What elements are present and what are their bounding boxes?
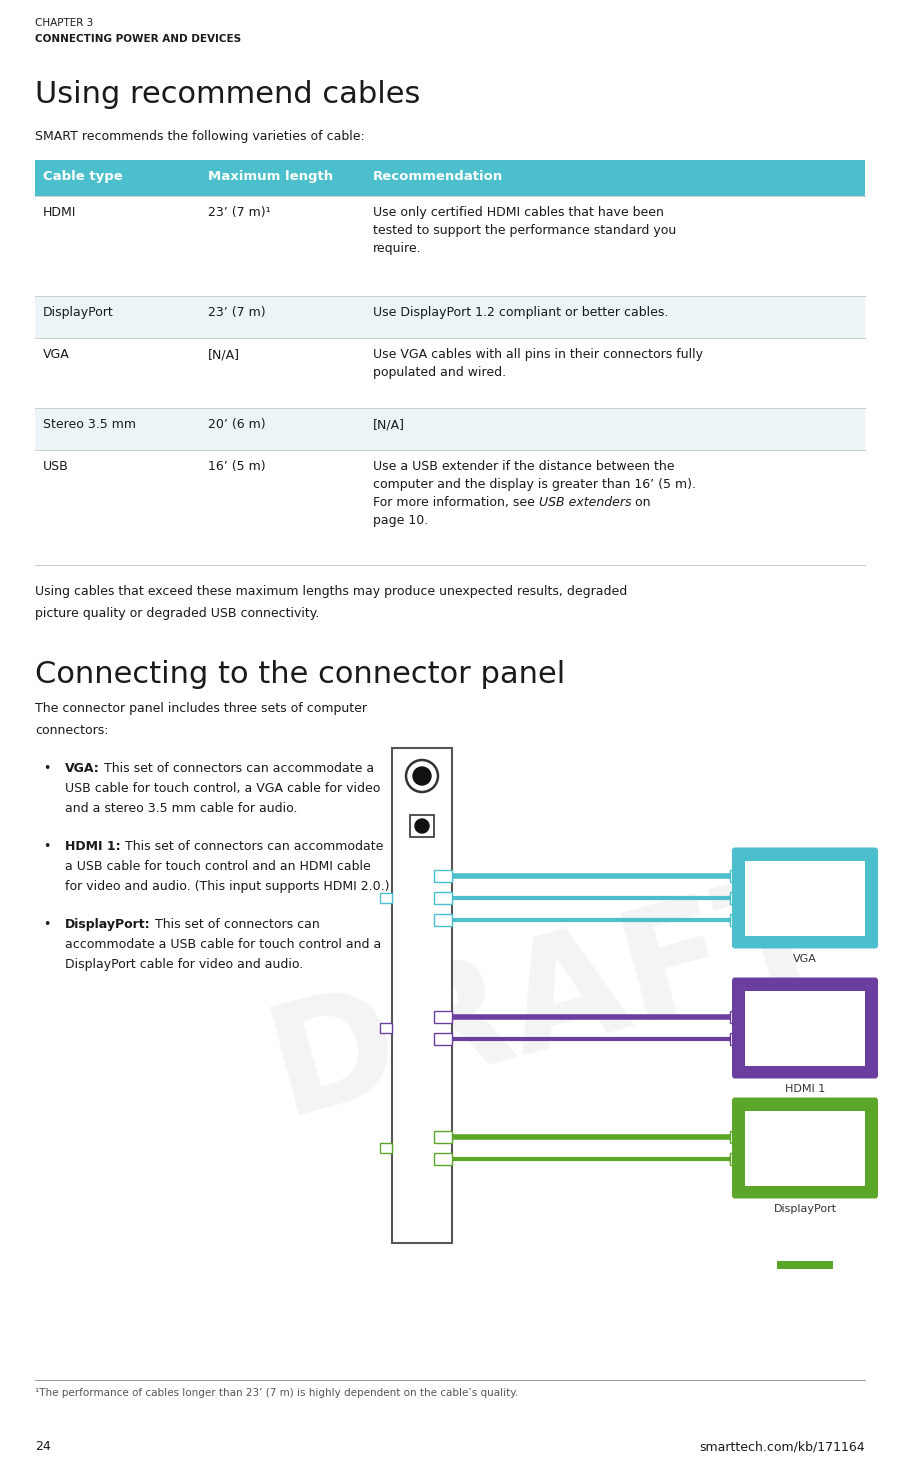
Bar	[380, 1144, 392, 1152]
Text: HDMI 1: HDMI 1	[785, 1083, 825, 1094]
Bar	[35, 409, 865, 450]
Text: tested to support the performance standard you: tested to support the performance standa…	[373, 223, 676, 237]
Text: USB: USB	[43, 460, 68, 473]
Bar	[434, 914, 452, 926]
Bar	[434, 1011, 452, 1023]
Text: [N/A]: [N/A]	[373, 417, 405, 431]
Bar	[730, 1130, 748, 1144]
Bar	[730, 1033, 748, 1045]
Text: DisplayPort cable for video and audio.: DisplayPort cable for video and audio.	[65, 958, 303, 972]
Text: For more information, see: For more information, see	[373, 495, 539, 509]
Text: Use a USB extender if the distance between the: Use a USB extender if the distance betwe…	[373, 460, 674, 473]
Text: This set of connectors can accommodate a: This set of connectors can accommodate a	[100, 761, 374, 775]
Text: CONNECTING POWER AND DEVICES: CONNECTING POWER AND DEVICES	[35, 34, 241, 44]
Text: •: •	[43, 761, 50, 775]
Text: Cable type: Cable type	[43, 171, 122, 182]
Bar	[777, 1010, 833, 1019]
FancyBboxPatch shape	[732, 1098, 878, 1198]
Text: Use VGA cables with all pins in their connectors fully: Use VGA cables with all pins in their co…	[373, 348, 703, 362]
Bar	[730, 914, 748, 926]
Text: accommodate a USB cable for touch control and a: accommodate a USB cable for touch contro…	[65, 938, 382, 951]
Bar	[35, 295, 865, 338]
Text: DisplayPort: DisplayPort	[773, 1204, 837, 1214]
Text: USB cable for touch control, a VGA cable for video: USB cable for touch control, a VGA cable…	[65, 782, 381, 795]
Circle shape	[406, 760, 438, 792]
Bar	[380, 892, 392, 903]
Text: Use DisplayPort 1.2 compliant or better cables.: Use DisplayPort 1.2 compliant or better …	[373, 306, 669, 319]
Bar	[35, 338, 865, 409]
Text: Using cables that exceed these maximum lengths may produce unexpected results, d: Using cables that exceed these maximum l…	[35, 585, 627, 598]
Text: page 10.: page 10.	[373, 514, 428, 528]
Text: Maximum length: Maximum length	[208, 171, 333, 182]
Text: USB extenders: USB extenders	[539, 495, 632, 509]
Text: VGA: VGA	[43, 348, 70, 362]
Text: ¹The performance of cables longer than 23’ (7 m) is highly dependent on the cabl: ¹The performance of cables longer than 2…	[35, 1388, 518, 1398]
Bar	[730, 870, 748, 882]
Bar	[434, 1152, 452, 1166]
Bar	[35, 450, 865, 564]
Text: The connector panel includes three sets of computer: The connector panel includes three sets …	[35, 703, 367, 714]
FancyBboxPatch shape	[732, 848, 878, 948]
Circle shape	[413, 767, 431, 785]
Text: on: on	[632, 495, 651, 509]
Text: 23’ (7 m): 23’ (7 m)	[208, 306, 266, 319]
FancyBboxPatch shape	[732, 978, 878, 1079]
Bar	[392, 748, 452, 1244]
Text: HDMI 1:: HDMI 1:	[65, 839, 121, 853]
Bar	[745, 860, 865, 935]
Text: populated and wired.: populated and wired.	[373, 366, 506, 379]
Text: connectors:: connectors:	[35, 725, 109, 736]
Text: Using recommend cables: Using recommend cables	[35, 79, 420, 109]
Text: •: •	[43, 917, 50, 931]
Text: for video and audio. (This input supports HDMI 2.0.): for video and audio. (This input support…	[65, 881, 390, 892]
Text: 24: 24	[35, 1441, 50, 1452]
Text: Stereo 3.5 mm: Stereo 3.5 mm	[43, 417, 136, 431]
Text: VGA: VGA	[793, 954, 817, 963]
Bar	[410, 814, 434, 836]
Text: •: •	[43, 839, 50, 853]
Bar	[434, 870, 452, 882]
Bar	[434, 1130, 452, 1144]
Bar	[745, 1110, 865, 1185]
Bar	[730, 1152, 748, 1166]
Text: DRAFT: DRAFT	[255, 854, 845, 1147]
Bar	[35, 160, 865, 196]
Bar	[777, 1260, 833, 1269]
Bar	[745, 991, 865, 1066]
Text: DisplayPort: DisplayPort	[43, 306, 113, 319]
Text: DisplayPort:: DisplayPort:	[65, 917, 150, 931]
Text: SMART recommends the following varieties of cable:: SMART recommends the following varieties…	[35, 129, 365, 143]
Text: Use only certified HDMI cables that have been: Use only certified HDMI cables that have…	[373, 206, 664, 219]
Bar	[380, 1023, 392, 1033]
Text: picture quality or degraded USB connectivity.: picture quality or degraded USB connecti…	[35, 607, 320, 620]
Text: require.: require.	[373, 243, 421, 254]
Text: 20’ (6 m): 20’ (6 m)	[208, 417, 266, 431]
Text: This set of connectors can: This set of connectors can	[150, 917, 320, 931]
Text: computer and the display is greater than 16’ (5 m).: computer and the display is greater than…	[373, 478, 696, 491]
Text: Connecting to the connector panel: Connecting to the connector panel	[35, 660, 565, 689]
Text: and a stereo 3.5 mm cable for audio.: and a stereo 3.5 mm cable for audio.	[65, 803, 298, 814]
Bar	[777, 1141, 833, 1148]
Text: VGA:: VGA:	[65, 761, 100, 775]
Text: Recommendation: Recommendation	[373, 171, 503, 182]
Bar	[434, 892, 452, 904]
Bar	[730, 1011, 748, 1023]
Text: This set of connectors can accommodate: This set of connectors can accommodate	[121, 839, 383, 853]
Bar	[35, 196, 865, 295]
Circle shape	[415, 819, 429, 833]
Text: [N/A]: [N/A]	[208, 348, 240, 362]
Text: smarttech.com/kb/171164: smarttech.com/kb/171164	[699, 1441, 865, 1452]
Bar	[730, 892, 748, 904]
Text: CHAPTER 3: CHAPTER 3	[35, 18, 94, 28]
Text: HDMI: HDMI	[43, 206, 76, 219]
Text: 16’ (5 m): 16’ (5 m)	[208, 460, 266, 473]
Text: a USB cable for touch control and an HDMI cable: a USB cable for touch control and an HDM…	[65, 860, 371, 873]
Bar	[434, 1033, 452, 1045]
Text: 23’ (7 m)¹: 23’ (7 m)¹	[208, 206, 271, 219]
